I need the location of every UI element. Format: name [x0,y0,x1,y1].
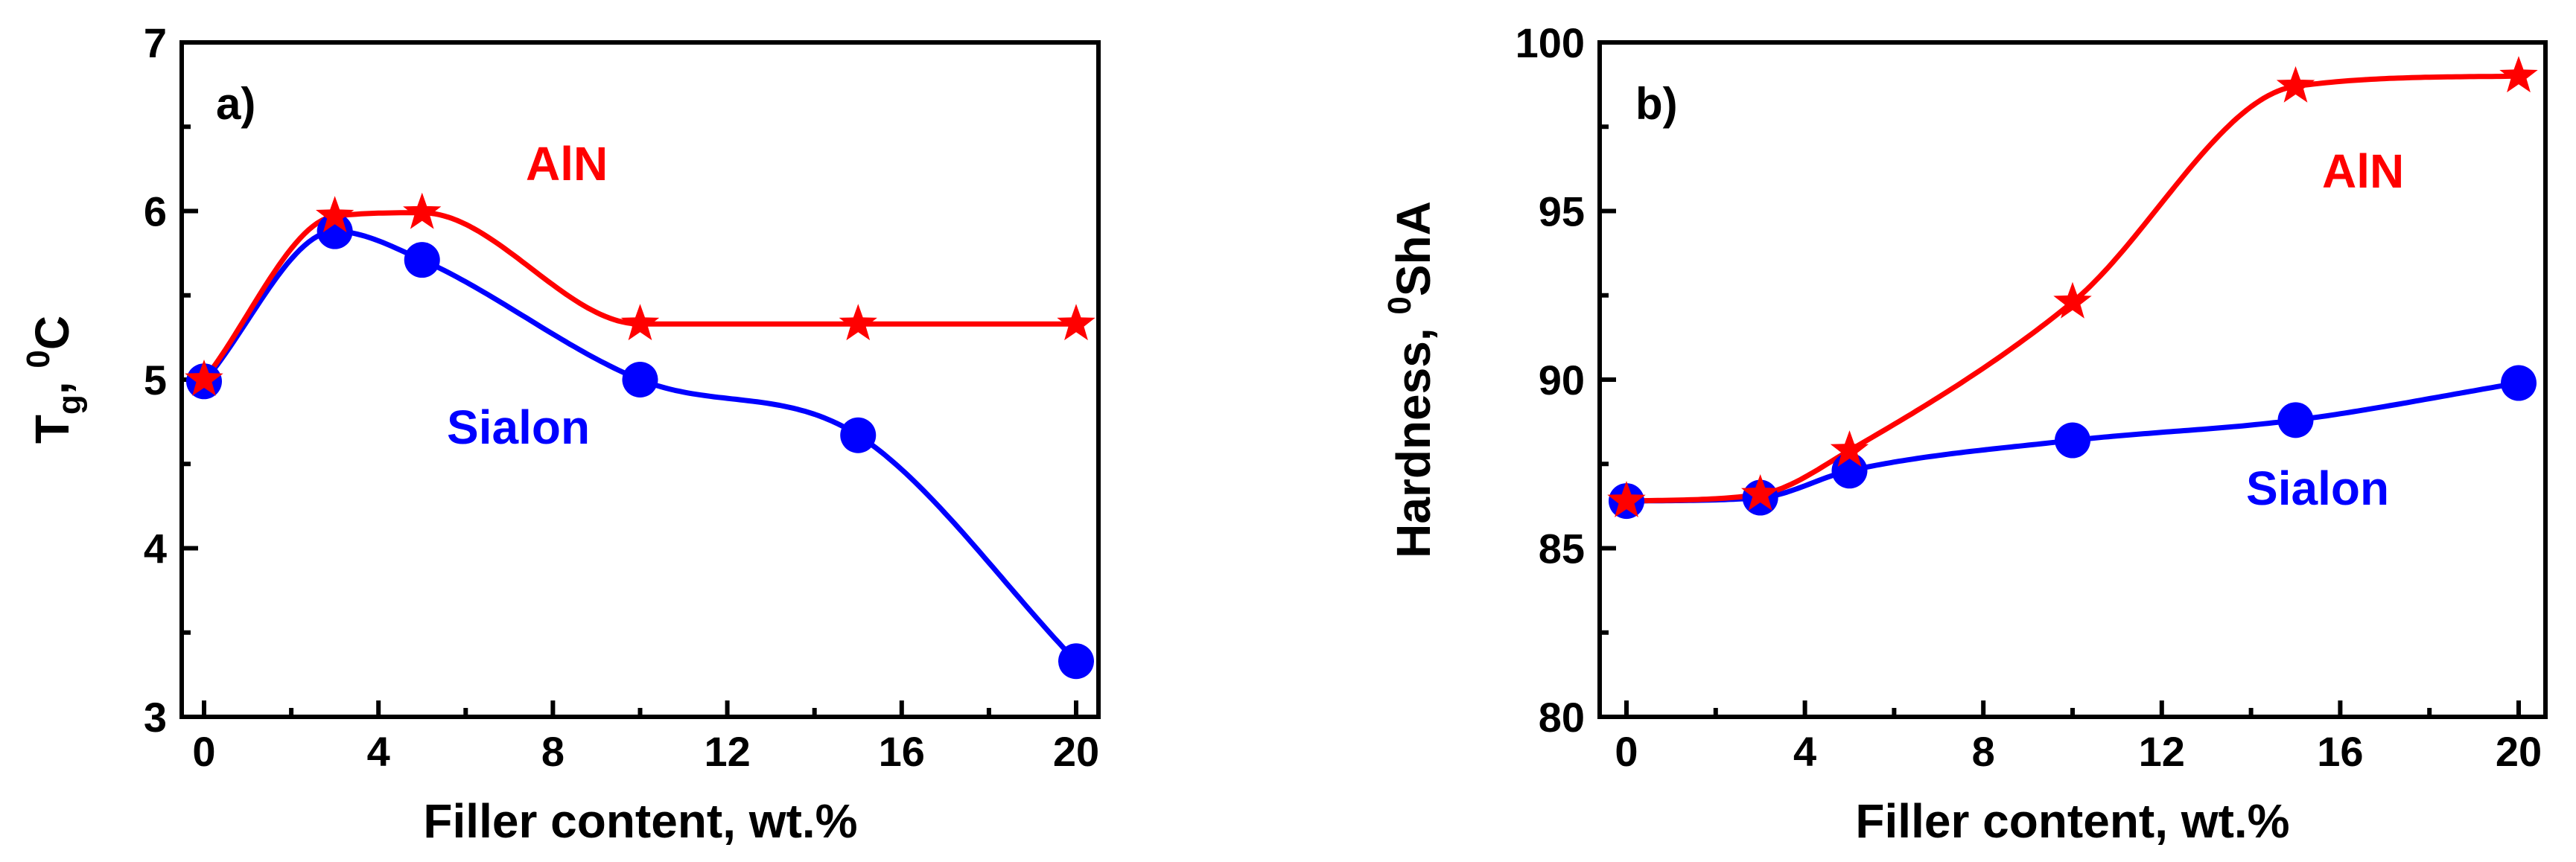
panel-b-ylabel-unit: ShA [1387,201,1440,296]
data-point-sialon [1058,643,1094,680]
data-point-sialon [840,417,877,453]
data-point-sialon [2055,422,2090,459]
data-point-aln [1741,474,1780,511]
x-tick-label: 12 [2139,728,2185,775]
series-line-sialon [201,229,1079,664]
panel-b-ticks: 0 4 8 12 16 20 80 85 90 95 100 [1516,19,2542,775]
y-tick-label: 5 [144,357,167,403]
x-tick-label: 20 [1053,728,1099,775]
data-point-aln [185,360,223,396]
panel-b-plot-frame [1597,40,2548,719]
data-point-aln [620,304,660,341]
panel-b-sialon-label: Sialon [2246,462,2389,515]
panel-a-x-axis-label: Filler content, wt.% [423,794,857,848]
data-point-sialon [622,362,658,398]
x-tick-label: 16 [879,728,925,775]
data-point-aln [1830,430,1869,467]
y-tick-label: 3 [144,694,167,741]
panel-b: 0 4 8 12 16 20 80 85 90 95 100 b) AlN Sialon Fille… [1381,19,2548,848]
panel-b-y-axis-label: Hardness, 0ShA [1381,201,1440,558]
data-point-aln [2053,281,2092,319]
data-point-aln [2276,66,2315,103]
panel-b-aln-label: AlN [2322,144,2404,198]
panel-a-y-axis-label: Tg, 0C [20,316,88,444]
data-point-sialon [404,242,440,278]
x-tick-label: 12 [704,728,750,775]
y-tick-label: 95 [1539,188,1585,235]
y-tick-label: 7 [144,19,167,66]
panel-a-ylabel-sup: 0 [20,350,57,368]
data-point-aln [316,196,354,233]
x-tick-label: 8 [541,728,565,775]
data-point-aln [2499,56,2538,93]
data-point-aln [1607,481,1646,517]
y-tick-label: 100 [1516,19,1585,66]
data-point-aln [403,192,442,229]
x-tick-label: 0 [192,728,215,775]
x-tick-label: 4 [1793,728,1816,775]
panel-a-ylabel-main: T [25,415,79,444]
panel-b-label: b) [1635,79,1678,129]
x-tick-label: 20 [2496,728,2542,775]
panel-a: 0 4 8 12 16 20 3 4 5 6 7 a) AlN Sialon Filler cont… [20,19,1101,848]
y-tick-label: 90 [1539,357,1585,403]
data-point-aln [839,304,877,341]
panel-a-sialon-label: Sialon [447,400,590,454]
panel-b-markers [1607,56,2538,520]
panel-a-ylabel-sep: , [25,368,79,395]
panel-a-label: a) [216,79,255,129]
panel-a-curves [201,210,1079,664]
y-tick-label: 85 [1539,526,1585,572]
x-tick-label: 16 [2317,728,2363,775]
panel-a-aln-label: AlN [526,137,608,191]
panel-a-ticks: 0 4 8 12 16 20 3 4 5 6 7 [144,19,1099,775]
panel-b-ylabel-main: Hardness, [1387,315,1440,558]
panel-a-ylabel-unit: C [25,316,79,350]
panel-a-markers [185,192,1095,680]
y-tick-label: 4 [144,526,167,572]
y-tick-label: 80 [1539,694,1585,741]
x-tick-label: 8 [1972,728,1995,775]
x-tick-label: 4 [367,728,390,775]
y-tick-label: 6 [144,188,167,235]
data-point-sialon [317,213,353,249]
panel-b-x-axis-label: Filler content, wt.% [1855,794,2289,848]
panel-a-ylabel-sub: g [51,395,88,415]
x-tick-label: 0 [1615,728,1638,775]
panel-b-ylabel-sup: 0 [1381,296,1418,314]
data-point-aln [1057,304,1095,341]
data-point-sialon [2501,365,2537,401]
data-point-sialon [2277,402,2314,438]
